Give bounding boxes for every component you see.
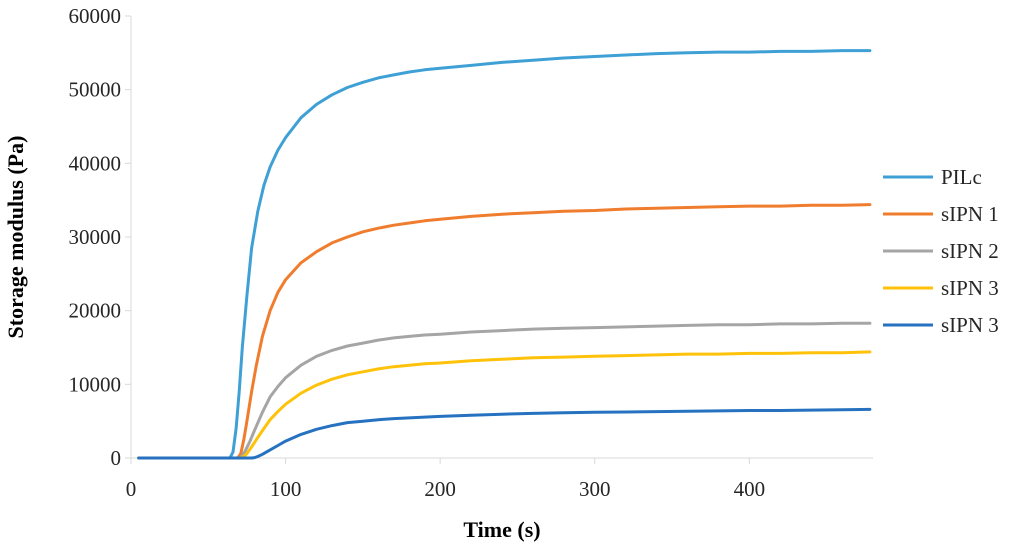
y-tick-label: 30000 (69, 225, 122, 249)
legend-item: sIPN 1 (883, 202, 999, 226)
y-tick-label: 0 (111, 446, 122, 470)
legend-label: sIPN 3 (941, 313, 999, 337)
y-tick-label: 60000 (69, 4, 122, 28)
legend-item: sIPN 3 (883, 276, 999, 300)
x-tick-label: 200 (424, 477, 456, 501)
series-layer (137, 49, 872, 460)
series-line-2 (137, 203, 872, 460)
legend-label: sIPN 3 (941, 276, 999, 300)
legend-label: sIPN 1 (941, 202, 999, 226)
y-axis-ticks: 0 10000 20000 30000 40000 50000 60000 (69, 4, 131, 470)
x-tick-label: 0 (126, 477, 137, 501)
y-tick-label: 50000 (69, 78, 122, 102)
series-line-5 (137, 407, 872, 460)
y-tick-label: 10000 (69, 372, 122, 396)
x-axis-ticks: 0 100 200 300 400 (126, 458, 765, 501)
series-line-4 (137, 350, 872, 460)
legend: PILc sIPN 1 sIPN 2 sIPN 3 sIPN 3 (883, 165, 999, 337)
y-axis-title: Storage modulus (Pa) (3, 136, 28, 339)
x-tick-label: 400 (734, 477, 766, 501)
y-tick-label: 40000 (69, 151, 122, 175)
legend-item: sIPN 2 (883, 239, 999, 263)
legend-item: PILc (883, 165, 982, 189)
x-tick-label: 300 (579, 477, 611, 501)
legend-label: sIPN 2 (941, 239, 999, 263)
series-line-1 (137, 49, 872, 460)
series-line-3 (137, 321, 872, 460)
x-axis-title: Time (s) (463, 517, 540, 542)
y-tick-label: 20000 (69, 299, 122, 323)
legend-label: PILc (941, 165, 982, 189)
x-tick-label: 100 (270, 477, 302, 501)
legend-item: sIPN 3 (883, 313, 999, 337)
